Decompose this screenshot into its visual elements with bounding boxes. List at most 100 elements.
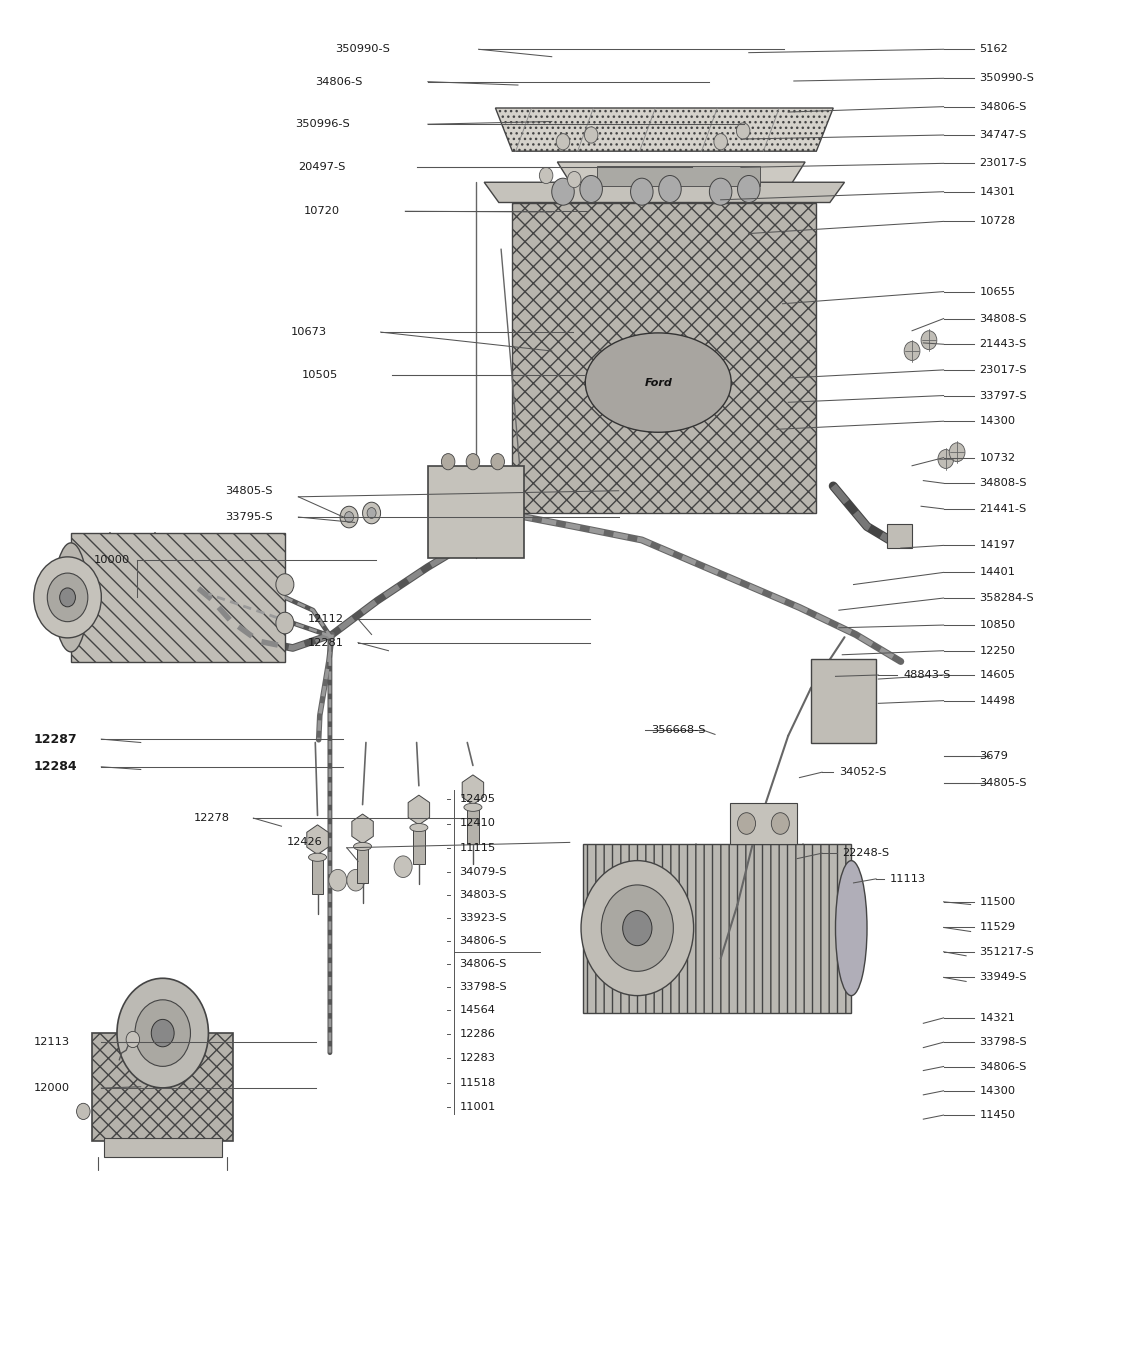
Text: 10505: 10505 — [302, 370, 338, 381]
Text: 34052-S: 34052-S — [839, 767, 886, 778]
Ellipse shape — [410, 824, 428, 832]
Polygon shape — [462, 775, 484, 805]
Text: 350990-S: 350990-S — [980, 73, 1035, 84]
Circle shape — [340, 506, 358, 528]
Text: 12278: 12278 — [194, 813, 230, 823]
Text: 11113: 11113 — [890, 873, 926, 884]
Text: 11001: 11001 — [459, 1102, 495, 1112]
Circle shape — [709, 178, 732, 205]
Text: 10655: 10655 — [980, 286, 1016, 297]
Circle shape — [363, 502, 381, 524]
FancyBboxPatch shape — [312, 856, 323, 894]
Text: 12113: 12113 — [34, 1037, 70, 1048]
Circle shape — [771, 813, 789, 834]
Text: 11529: 11529 — [980, 922, 1016, 933]
FancyBboxPatch shape — [71, 533, 285, 662]
FancyBboxPatch shape — [428, 466, 524, 558]
FancyBboxPatch shape — [583, 844, 851, 1012]
Text: 34808-S: 34808-S — [980, 478, 1027, 489]
Circle shape — [904, 342, 920, 360]
Text: 5162: 5162 — [980, 45, 1009, 54]
Text: 12410: 12410 — [459, 818, 495, 829]
Circle shape — [601, 886, 673, 972]
Circle shape — [938, 450, 954, 468]
Text: 23017-S: 23017-S — [980, 364, 1027, 375]
Text: 33949-S: 33949-S — [980, 972, 1027, 983]
Circle shape — [347, 869, 365, 891]
Polygon shape — [495, 108, 833, 151]
Circle shape — [581, 861, 694, 996]
Circle shape — [738, 176, 760, 202]
Text: 14401: 14401 — [980, 567, 1016, 578]
Circle shape — [441, 454, 455, 470]
Text: 14321: 14321 — [980, 1012, 1016, 1023]
Ellipse shape — [586, 333, 731, 432]
Circle shape — [34, 556, 101, 639]
Text: 11450: 11450 — [980, 1110, 1016, 1120]
Text: 14300: 14300 — [980, 416, 1016, 427]
FancyBboxPatch shape — [357, 845, 368, 883]
Circle shape — [117, 979, 208, 1088]
Text: 14605: 14605 — [980, 670, 1016, 680]
Text: 23017-S: 23017-S — [980, 158, 1027, 169]
Text: 34747-S: 34747-S — [980, 130, 1027, 140]
Text: 34079-S: 34079-S — [459, 867, 507, 878]
Circle shape — [276, 613, 294, 634]
Text: 33798-S: 33798-S — [980, 1037, 1027, 1048]
Circle shape — [659, 176, 681, 202]
Text: 33923-S: 33923-S — [459, 913, 507, 923]
Text: 12283: 12283 — [459, 1053, 495, 1064]
Text: 14564: 14564 — [459, 1004, 495, 1015]
Text: 10720: 10720 — [304, 207, 340, 216]
Text: 12281: 12281 — [307, 637, 343, 648]
Circle shape — [329, 869, 347, 891]
Ellipse shape — [464, 803, 482, 811]
Circle shape — [367, 508, 376, 518]
Circle shape — [949, 443, 965, 462]
Text: 22248-S: 22248-S — [842, 848, 890, 859]
Text: 12112: 12112 — [307, 614, 343, 624]
Text: 34806-S: 34806-S — [315, 77, 363, 86]
Text: 10000: 10000 — [93, 555, 129, 564]
Ellipse shape — [54, 543, 88, 652]
Circle shape — [552, 178, 574, 205]
Text: 21443-S: 21443-S — [980, 339, 1027, 350]
Text: 33798-S: 33798-S — [459, 981, 507, 992]
Text: 350996-S: 350996-S — [295, 119, 350, 130]
Text: 14498: 14498 — [980, 695, 1016, 706]
Circle shape — [921, 331, 937, 350]
Circle shape — [126, 1031, 140, 1048]
Ellipse shape — [835, 861, 867, 996]
Circle shape — [466, 454, 480, 470]
Ellipse shape — [309, 853, 327, 861]
Circle shape — [539, 167, 553, 184]
Circle shape — [584, 127, 598, 143]
Text: 34808-S: 34808-S — [980, 313, 1027, 324]
Circle shape — [345, 512, 354, 522]
Circle shape — [77, 1103, 90, 1119]
Text: 11518: 11518 — [459, 1077, 495, 1088]
FancyBboxPatch shape — [597, 166, 760, 186]
Text: 11115: 11115 — [459, 842, 495, 853]
Text: 350990-S: 350990-S — [336, 45, 391, 54]
Circle shape — [631, 178, 653, 205]
Circle shape — [47, 574, 88, 621]
Polygon shape — [484, 182, 844, 202]
Text: 11500: 11500 — [980, 896, 1016, 907]
Text: 12286: 12286 — [459, 1029, 495, 1040]
Text: 33797-S: 33797-S — [980, 390, 1027, 401]
Text: 351217-S: 351217-S — [980, 946, 1035, 957]
Circle shape — [135, 1000, 190, 1066]
Circle shape — [556, 134, 570, 150]
Text: 14300: 14300 — [980, 1085, 1016, 1096]
Text: 12000: 12000 — [34, 1083, 70, 1094]
Text: 34806-S: 34806-S — [459, 958, 507, 969]
Circle shape — [151, 1019, 175, 1046]
Text: 21441-S: 21441-S — [980, 504, 1027, 514]
Text: 33795-S: 33795-S — [225, 512, 272, 522]
Text: 10728: 10728 — [980, 216, 1016, 227]
Text: 34805-S: 34805-S — [980, 778, 1027, 788]
Text: 14197: 14197 — [980, 540, 1016, 551]
Text: 12250: 12250 — [980, 645, 1016, 656]
Circle shape — [276, 574, 294, 595]
